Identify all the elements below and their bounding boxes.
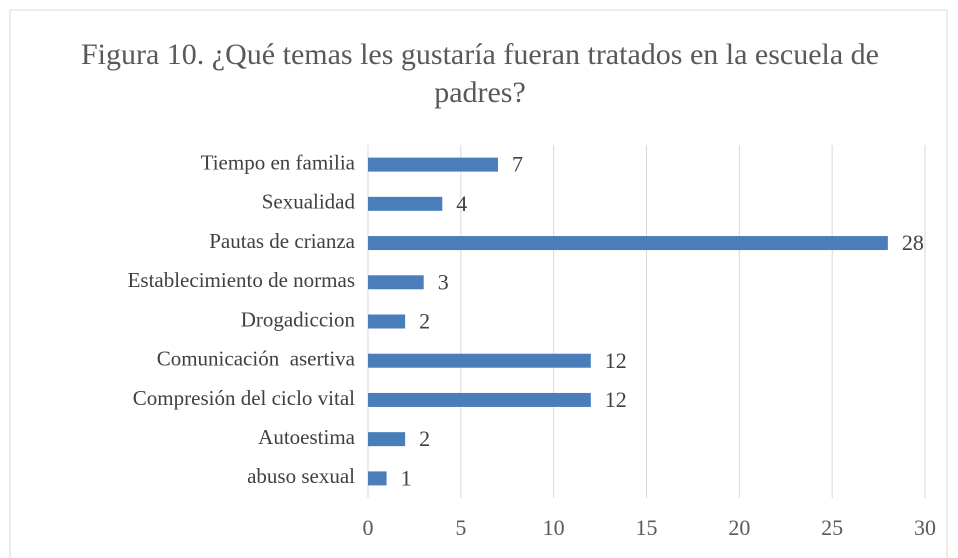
y-tick-label: abuso sexual	[247, 464, 355, 488]
y-tick-label: Sexualidad	[262, 190, 356, 214]
value-label: 12	[605, 387, 627, 412]
bar	[368, 471, 387, 486]
bar	[368, 432, 406, 447]
chart-border	[9, 9, 948, 558]
bar	[368, 196, 443, 211]
value-label: 12	[605, 348, 627, 373]
value-label: 28	[902, 230, 924, 255]
x-tick-label: 20	[728, 515, 750, 540]
bar	[368, 275, 424, 290]
value-label: 4	[456, 191, 467, 216]
y-tick-label: Establecimiento de normas	[128, 268, 355, 292]
chart-title: Figura 10. ¿Qué temas les gustaría fuera…	[80, 38, 887, 109]
y-tick-label: Autoestima	[258, 425, 355, 449]
y-tick-label: Tiempo en familia	[201, 150, 356, 174]
x-tick-label: 5	[455, 515, 466, 540]
y-tick-label: Comunicación asertiva	[157, 347, 356, 371]
bar	[368, 314, 406, 329]
bar	[368, 392, 591, 407]
y-tick-label: Pautas de crianza	[209, 229, 355, 253]
x-tick-label: 30	[914, 515, 936, 540]
value-label: 7	[512, 152, 523, 177]
value-label: 2	[419, 309, 430, 334]
x-tick-label: 0	[363, 515, 374, 540]
x-tick-label: 25	[821, 515, 843, 540]
value-label: 3	[438, 269, 449, 294]
x-tick-label: 10	[543, 515, 565, 540]
value-label: 2	[419, 426, 430, 451]
bar	[368, 236, 888, 251]
y-tick-label: Drogadiccion	[241, 307, 356, 331]
y-tick-label: Compresión del ciclo vital	[133, 386, 355, 410]
x-tick-label: 15	[636, 515, 658, 540]
value-label: 1	[401, 465, 412, 490]
bar	[368, 353, 591, 368]
bar	[368, 157, 498, 172]
